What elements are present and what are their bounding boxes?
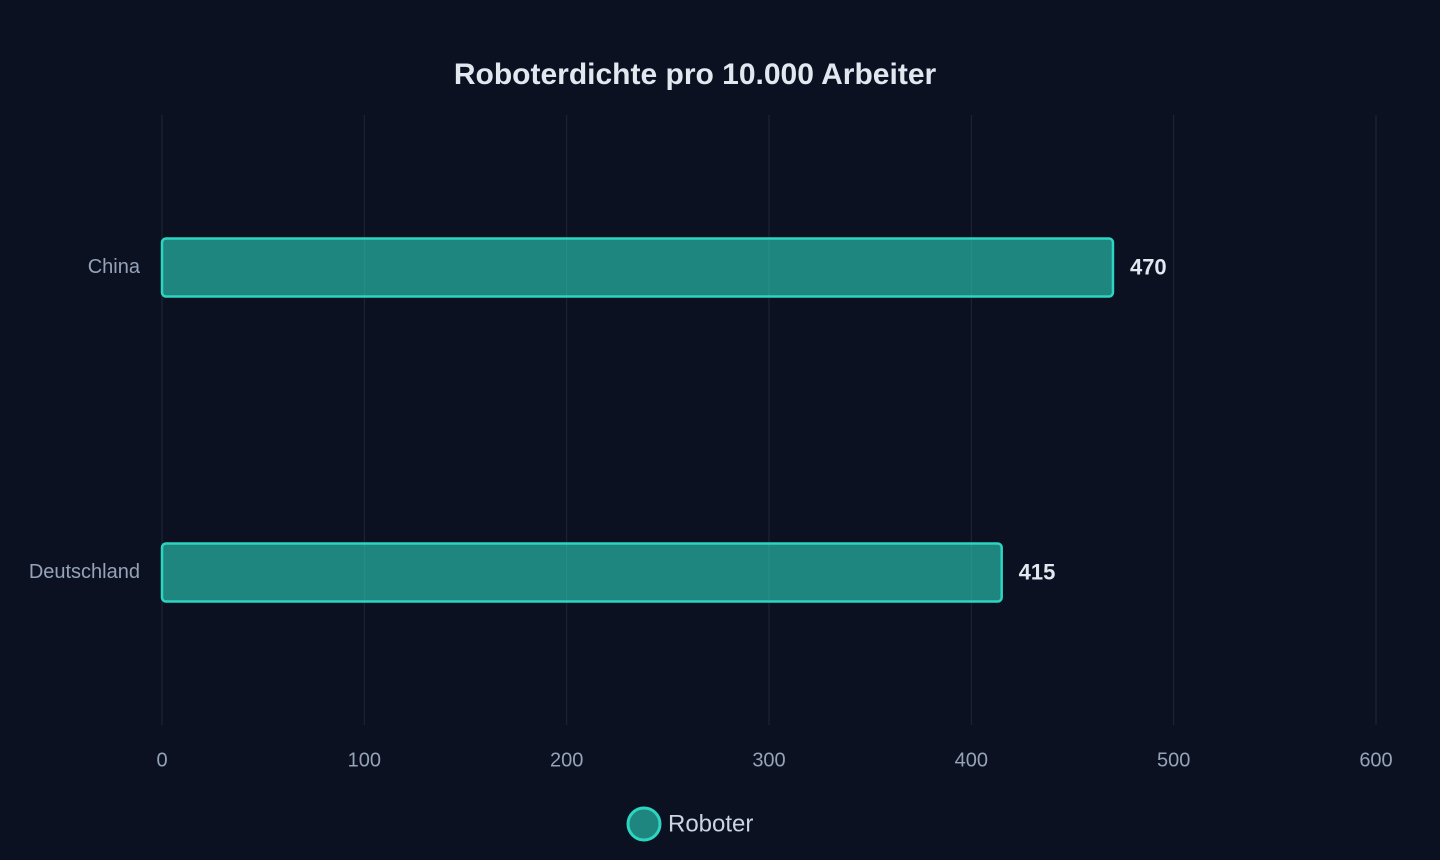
y-tick-label: China [88, 256, 141, 278]
y-tick-label: Deutschland [29, 561, 140, 583]
x-tick-label: 500 [1157, 749, 1190, 771]
x-tick-label: 600 [1359, 749, 1392, 771]
legend-label: Roboter [668, 810, 753, 837]
legend-marker [626, 806, 662, 842]
bar [160, 542, 1003, 603]
bar [160, 237, 1115, 298]
x-tick-label: 200 [550, 749, 583, 771]
x-tick-label: 300 [752, 749, 785, 771]
value-label: 415 [1019, 559, 1056, 584]
chart-title: Roboterdichte pro 10.000 Arbeiter [454, 58, 937, 91]
value-label: 470 [1130, 254, 1167, 279]
x-tick-label: 100 [348, 749, 381, 771]
x-tick-label: 400 [955, 749, 988, 771]
x-tick-label: 0 [156, 749, 167, 771]
